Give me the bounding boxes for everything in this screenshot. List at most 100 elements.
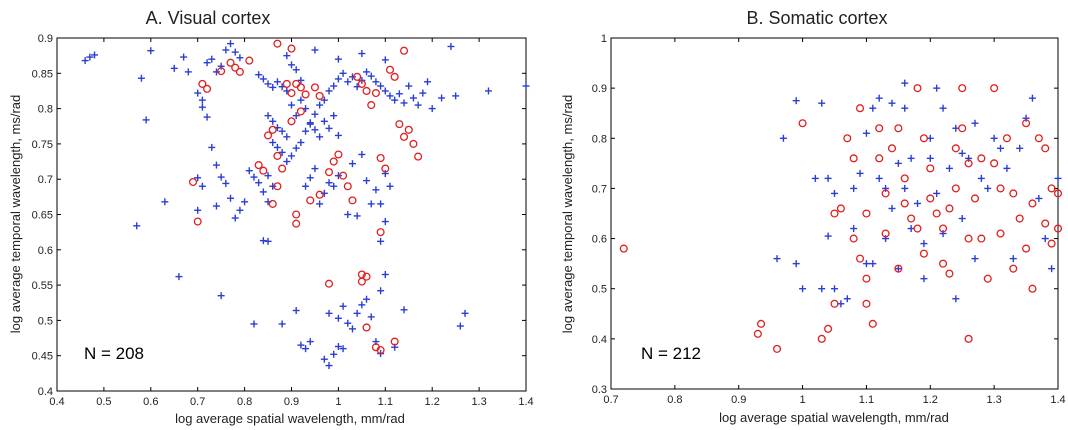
panel-somatic-cortex: B. Somatic cortex 0.7 0.8 0.9 1 1.1 1.2 1.3 1.4… [560,8,1066,425]
data-point-plus [792,97,800,105]
data-point-circle [235,67,244,76]
data-point-plus [958,149,966,157]
data-point-circle [772,344,782,353]
data-point-plus [86,53,94,61]
data-point-plus [203,113,211,121]
data-point-circle [855,104,865,113]
x-tick-label: 0.8 [237,396,252,408]
data-point-circle [1028,199,1037,208]
data-point-plus [334,55,342,63]
data-point-circle [970,194,980,203]
data-point-plus [438,94,446,102]
data-point-circle [362,86,371,95]
data-point-circle [862,274,871,283]
data-point-plus [367,313,375,321]
data-point-circle [203,84,212,93]
data-point-plus [400,306,408,314]
data-point-plus [381,218,389,226]
data-point-plus [400,99,408,107]
data-point-plus [386,182,394,190]
data-point-circle [849,234,858,243]
y-tick-label: 0.5 [38,315,53,327]
data-point-circle [926,164,935,173]
data-point-plus [245,167,253,175]
data-point-plus [888,204,896,212]
x-tick-label: 1.1 [378,396,393,408]
y-tick-label: 0.3 [592,384,607,396]
data-point-circle [390,72,399,81]
data-point-plus [283,133,291,141]
data-point-plus [386,92,394,100]
data-point-circle [1002,134,1011,143]
data-point-plus [297,341,305,349]
data-point-plus [958,215,966,223]
data-point-plus [325,124,333,132]
data-point-plus [862,260,870,268]
data-point-circle [301,90,310,99]
data-point-plus [779,134,787,142]
data-point-plus [952,295,960,303]
data-point-plus [939,104,947,112]
plot-frame [610,37,1059,390]
data-point-circle [357,79,366,88]
data-point-circle [1009,264,1018,273]
data-point-plus [161,198,169,206]
data-point-plus [363,295,371,303]
data-point-plus [1022,114,1030,122]
data-point-plus [344,78,352,86]
data-point-circle [217,67,226,76]
data-point-plus [344,319,352,327]
data-point-plus [330,350,338,358]
data-point-plus [306,120,314,128]
data-point-circle [245,56,254,65]
data-point-circle [875,124,884,133]
data-point-plus [391,96,399,104]
data-point-plus [264,80,272,88]
data-point-plus [977,174,985,182]
data-point-plus [297,138,305,146]
data-point-circle [945,204,954,213]
data-point-plus [330,112,338,120]
data-point-plus [334,343,342,351]
data-point-circle [990,84,999,93]
y-tick-label: 0.55 [32,280,53,292]
data-point-plus [208,143,216,151]
data-point-circle [939,259,948,268]
data-point-circle [836,204,845,213]
data-point-plus [882,184,890,192]
data-point-plus [316,101,324,109]
data-point-plus [259,75,267,83]
data-point-plus [212,202,220,210]
data-point-plus [339,69,347,77]
data-point-plus [217,62,225,70]
data-point-circle [400,46,409,55]
x-tick-label: 0.8 [667,394,682,406]
data-point-plus [316,133,324,141]
data-point-circle [868,319,877,328]
data-point-plus [198,103,206,111]
data-point-plus [339,302,347,310]
data-point-plus [175,273,183,281]
data-point-circle [306,196,315,205]
data-point-plus [137,74,145,82]
data-point-plus [194,89,202,97]
data-point-plus [456,322,464,330]
data-point-circle [875,154,884,163]
data-point-plus [843,295,851,303]
data-point-plus [325,87,333,95]
data-point-circle [964,234,973,243]
data-points [81,39,530,370]
data-point-circle [900,199,909,208]
data-point-plus [278,127,286,135]
data-point-plus [1003,164,1011,172]
data-point-plus [424,78,432,86]
data-point-plus [971,119,979,127]
data-point-plus [367,200,375,208]
data-point-circle [1053,224,1063,233]
data-point-plus [882,235,890,243]
data-points [619,79,1063,353]
data-point-plus [862,129,870,137]
chart-title: A. Visual cortex [146,8,271,28]
data-point-plus [372,78,380,86]
data-point-plus [250,320,258,328]
